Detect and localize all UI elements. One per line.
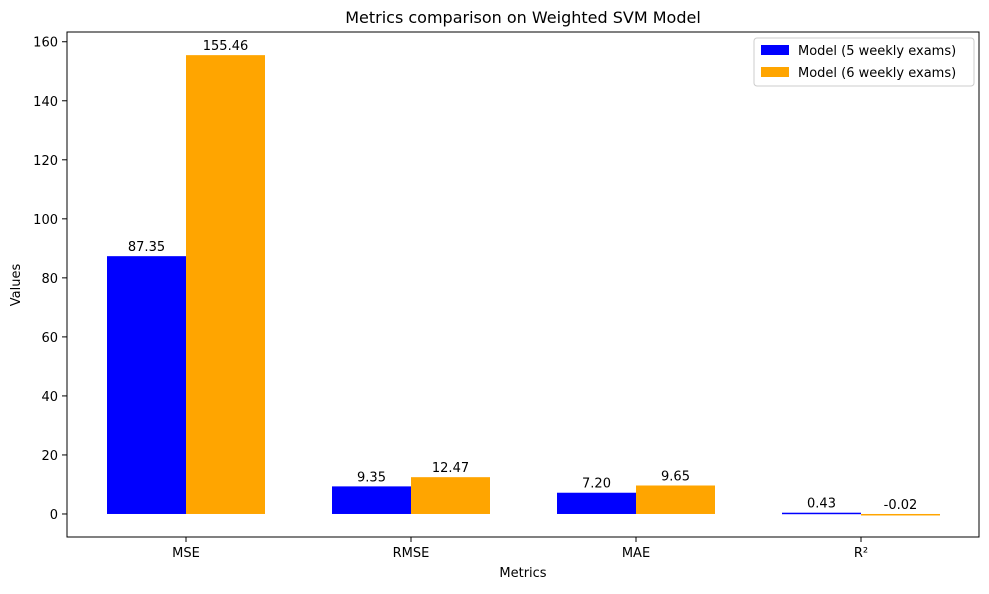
bar-1-1: [332, 486, 411, 514]
x-tick-label-0: MSE: [172, 546, 200, 561]
bars-layer: [107, 55, 940, 516]
chart-title: Metrics comparison on Weighted SVM Model: [345, 8, 701, 27]
legend-label-series-1: Model (5 weekly exams): [798, 44, 956, 59]
plot-frame: [66, 31, 980, 538]
y-tick-label-1: 20: [41, 449, 58, 464]
bar-1-2: [557, 492, 636, 514]
y-tick-label-8: 160: [33, 36, 58, 51]
y-tick-label-0: 0: [50, 508, 58, 523]
x-axis-ticks: MSE RMSE MAE R²: [172, 537, 868, 561]
bar-2-1: [411, 477, 490, 514]
data-label-2-2: 9.65: [661, 469, 690, 484]
bar-1-0: [107, 256, 186, 514]
data-label-1-3: 0.43: [807, 497, 836, 512]
y-axis-label: Values: [9, 264, 24, 307]
legend-box: [753, 37, 975, 87]
bar-1-3: [782, 512, 861, 515]
legend: Model (5 weekly exams) Model (6 weekly e…: [753, 37, 975, 87]
x-tick-label-2: MAE: [622, 546, 650, 561]
legend-swatch-series-2: [761, 67, 789, 77]
y-tick-label-2: 40: [41, 390, 58, 405]
y-tick-label-5: 100: [33, 213, 58, 228]
y-tick-label-6: 120: [33, 154, 58, 169]
bar-2-3: [861, 513, 940, 516]
x-tick-label-3: R²: [854, 546, 868, 561]
x-axis-label: Metrics: [499, 566, 546, 581]
data-label-2-0: 155.46: [203, 39, 249, 54]
y-tick-label-4: 80: [41, 272, 58, 287]
data-labels-layer: 87.35 9.35 7.20 0.43 155.46 12.47 9.65 -0.02: [128, 39, 917, 513]
bar-2-0: [186, 55, 265, 514]
bar-2-2: [636, 485, 715, 514]
data-label-1-1: 9.35: [357, 470, 386, 485]
y-tick-label-3: 60: [41, 331, 58, 346]
y-tick-label-7: 140: [33, 95, 58, 110]
data-label-1-0: 87.35: [128, 240, 165, 255]
data-label-2-1: 12.47: [432, 461, 469, 476]
data-label-2-3: -0.02: [884, 498, 918, 513]
legend-swatch-series-1: [761, 45, 789, 55]
data-label-1-2: 7.20: [582, 477, 611, 492]
legend-label-series-2: Model (6 weekly exams): [798, 66, 956, 81]
y-axis-ticks: 0 20 40 60 80 100 120 140 160: [33, 36, 67, 523]
x-tick-label-1: RMSE: [393, 546, 430, 561]
